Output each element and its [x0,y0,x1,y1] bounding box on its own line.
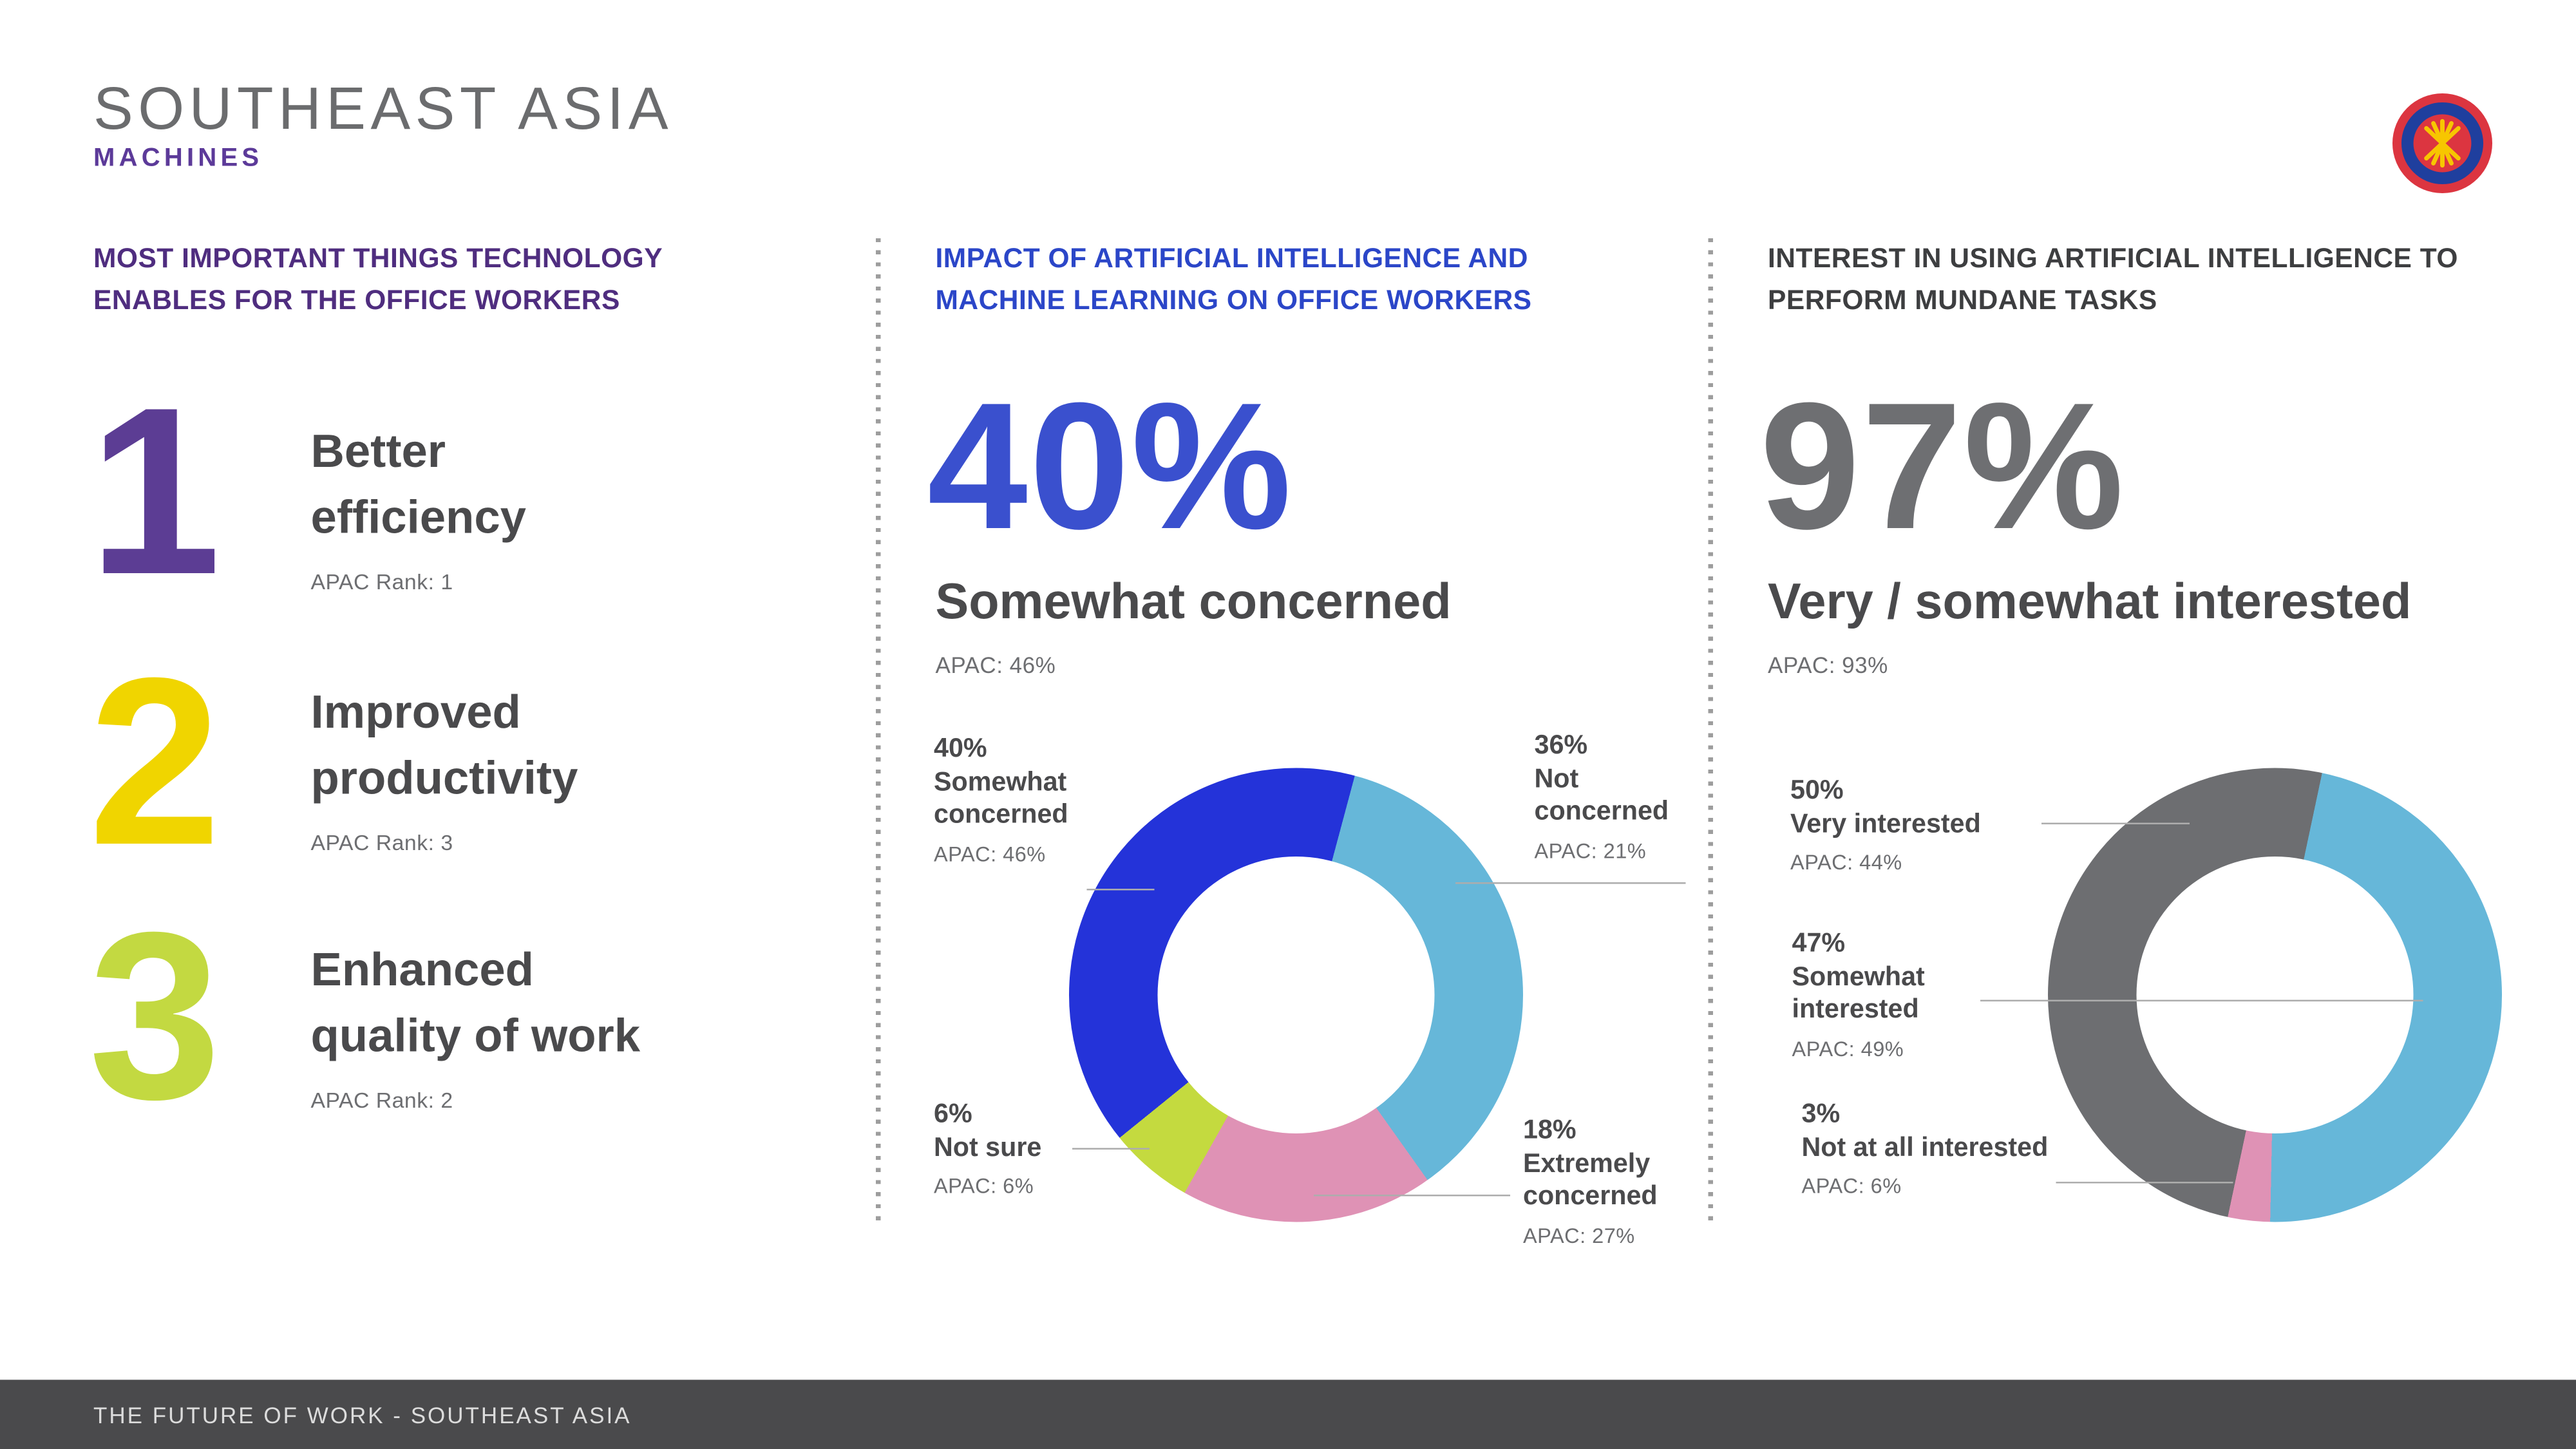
callout-apac: APAC: 44% [1790,850,1902,875]
ranked-item-2: Improved productivity APAC Rank: 3 [311,681,662,855]
callout-leader-line [2056,1182,2233,1184]
callout-leader-line [1072,1148,1150,1150]
callout-leader-line [1980,999,2423,1001]
callout-extremely-concerned: 18% Extremely concerned APAC: 27% [1523,1114,1703,1248]
ranked-item-apac: APAC Rank: 1 [310,570,453,594]
callout-not-at-all-interested: 3% Not at all interested APAC: 6% [1802,1098,2092,1198]
ai-interest-stat-apac: APAC: 93% [1768,652,1888,678]
page-subtitle: MACHINES [93,145,263,173]
callout-somewhat-concerned: 40% Somewhat concerned APAC: 46% [934,733,1111,866]
ai-interest-stat-label: Very / somewhat interested [1768,573,2412,630]
callout-label: Not concerned [1534,764,1669,827]
callout-leader-line [1455,882,1686,884]
ranked-item-label: Improved productivity [310,687,578,804]
callout-label: Not sure [934,1133,1042,1162]
page-title: SOUTHEAST ASIA [93,75,674,142]
callout-apac: APAC: 49% [1792,1036,1904,1061]
ranked-item-3: Enhanced quality of work APAC Rank: 2 [311,939,662,1113]
footer-bar: THE FUTURE OF WORK - SOUTHEAST ASIA [0,1379,2576,1449]
ai-impact-donut-chart [1069,768,1523,1222]
ai-interest-big-stat: 97% [1759,365,2126,567]
middle-column-heading: IMPACT OF ARTIFICIAL INTELLIGENCE AND MA… [935,243,1532,316]
callout-leader-line [1314,1195,1510,1197]
rank-number-3: 3 [88,884,222,1150]
callout-pct: 36% [1534,731,1588,760]
callout-pct: 6% [934,1099,972,1129]
right-column-heading: INTEREST IN USING ARTIFICIAL INTELLIGENC… [1768,243,2458,316]
callout-apac: APAC: 6% [1801,1174,1902,1198]
callout-pct: 3% [1801,1099,1841,1129]
callout-very-interested: 50% Very interested APAC: 44% [1790,775,2032,875]
ranked-item-label: Better efficiency [310,426,526,544]
callout-label: Extremely concerned [1523,1149,1658,1211]
callout-label: Somewhat interested [1792,962,1925,1025]
callout-leader-line [1086,889,1155,891]
callout-apac: APAC: 6% [934,1174,1034,1198]
ranked-item-apac: APAC Rank: 2 [310,1088,453,1113]
ai-impact-big-stat: 40% [927,365,1293,567]
left-column-heading: MOST IMPORTANT THINGS TECHNOLOGY ENABLES… [93,243,663,316]
callout-label: Somewhat concerned [934,767,1068,830]
callout-apac: APAC: 27% [1523,1223,1635,1248]
column-divider [1708,238,1713,1224]
callout-pct: 50% [1790,776,1844,805]
ranked-item-apac: APAC Rank: 3 [310,831,453,855]
callout-leader-line [2041,822,2190,824]
rank-number-2: 2 [88,629,222,895]
asean-logo-icon [2392,93,2492,193]
rank-number-1: 1 [88,359,222,625]
callout-pct: 18% [1523,1115,1577,1145]
footer-text: THE FUTURE OF WORK - SOUTHEAST ASIA [93,1401,632,1428]
ai-impact-stat-apac: APAC: 46% [935,652,1056,678]
callout-not-concerned: 36% Not concerned APAC: 21% [1535,730,1689,863]
callout-label: Not at all interested [1801,1133,2049,1162]
callout-pct: 47% [1792,929,1846,958]
callout-pct: 40% [934,734,987,763]
callout-not-sure: 6% Not sure APAC: 6% [934,1098,1127,1198]
ai-impact-stat-label: Somewhat concerned [935,573,1452,630]
ranked-item-1: Better efficiency APAC Rank: 1 [311,421,662,594]
ranked-item-label: Enhanced quality of work [310,945,641,1062]
column-divider [876,238,881,1224]
callout-somewhat-interested: 47% Somewhat interested APAC: 49% [1792,927,1973,1061]
callout-label: Very interested [1790,809,1981,838]
ai-interest-donut-chart [2048,768,2502,1222]
callout-apac: APAC: 46% [934,842,1046,866]
callout-apac: APAC: 21% [1534,838,1647,863]
